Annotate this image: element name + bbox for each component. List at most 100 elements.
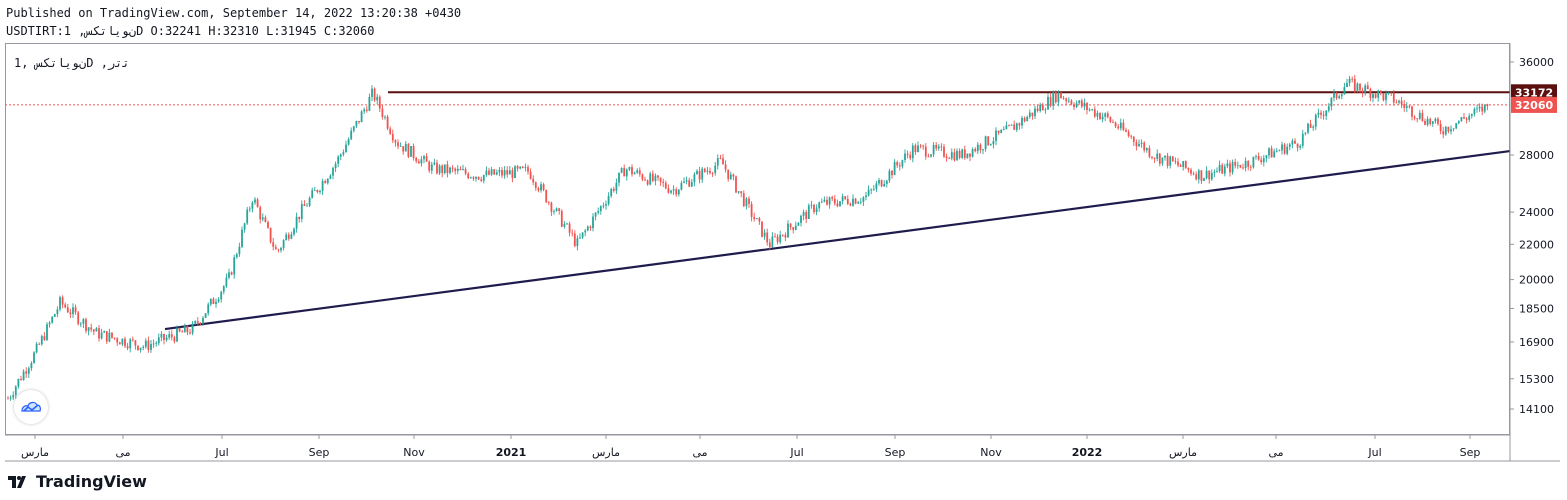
- candle-body: [1374, 94, 1377, 98]
- candle-body: [1130, 135, 1133, 137]
- candle-body: [251, 202, 254, 209]
- candle-body: [404, 143, 407, 152]
- candle-body: [1226, 163, 1229, 167]
- candle-body: [792, 227, 795, 230]
- candle-body: [53, 314, 56, 317]
- candle-body: [555, 208, 558, 212]
- candle-body: [103, 331, 106, 333]
- candle-body: [433, 162, 436, 165]
- candle-body: [313, 190, 316, 191]
- candle-body: [1052, 92, 1055, 106]
- candle-body: [1413, 116, 1416, 119]
- candle-body: [1348, 78, 1351, 83]
- candle-body: [989, 144, 992, 146]
- candle-body: [589, 226, 592, 229]
- candle-body: [1418, 112, 1421, 119]
- candle-body: [672, 189, 675, 191]
- candle-body: [992, 141, 995, 145]
- candle-body: [1296, 143, 1299, 148]
- candle-body: [904, 153, 906, 161]
- candle-body: [212, 298, 215, 304]
- candle-body: [662, 181, 665, 183]
- candle-body: [940, 146, 943, 148]
- candle-body: [566, 223, 568, 225]
- last-price-badge: [1511, 96, 1557, 113]
- candle-body: [267, 222, 269, 228]
- candle-body: [1400, 100, 1403, 105]
- candle-body: [1086, 102, 1088, 110]
- support-trendline[interactable]: [164, 149, 1511, 331]
- candle-body: [657, 175, 659, 178]
- candle-body: [1392, 93, 1395, 103]
- candle-body: [797, 222, 800, 226]
- candle-body: [1314, 114, 1317, 127]
- candle-body: [238, 246, 241, 255]
- candle-body: [1015, 123, 1018, 130]
- candle-body: [1169, 156, 1172, 166]
- candle-body: [1353, 78, 1356, 91]
- candle-body: [584, 230, 587, 233]
- time-tick-label: Nov: [980, 446, 1002, 459]
- candle-body: [1190, 169, 1192, 174]
- candle-body: [948, 158, 951, 159]
- candle-body: [610, 188, 613, 196]
- candle-body: [800, 215, 802, 223]
- candle-body: [152, 343, 155, 345]
- candle-body: [176, 328, 178, 342]
- candle-body: [896, 162, 899, 166]
- candle-body: [958, 150, 961, 158]
- candle-body: [363, 109, 366, 112]
- candle-body: [1026, 116, 1029, 122]
- tradingview-cloud-icon[interactable]: [14, 390, 48, 424]
- candle-body: [688, 180, 691, 187]
- candle-body: [137, 345, 139, 351]
- candle-body: [1338, 96, 1341, 99]
- candle-body: [628, 167, 631, 170]
- candle-body: [126, 346, 129, 349]
- candle-body: [612, 188, 615, 191]
- candle-body: [1122, 122, 1125, 130]
- candle-body: [862, 197, 865, 202]
- candle-body: [1481, 106, 1484, 112]
- candle-body: [290, 234, 293, 239]
- candle-body: [1382, 93, 1385, 101]
- price-tick-label: 15300: [1519, 373, 1554, 386]
- candle-body: [1143, 142, 1146, 151]
- candle-body: [282, 240, 285, 248]
- candle-body: [846, 199, 849, 204]
- time-tick-label: Jul: [789, 446, 803, 459]
- candle-body: [1158, 153, 1161, 164]
- candle-body: [924, 146, 927, 157]
- candle-body: [605, 203, 607, 206]
- candle-body: [1106, 113, 1109, 117]
- candle-body: [732, 174, 735, 177]
- time-tick-label: 2021: [496, 446, 527, 459]
- candle-body: [823, 199, 826, 202]
- candle-body: [865, 195, 867, 198]
- candle-body: [1195, 174, 1198, 180]
- candle-body: [987, 136, 990, 146]
- price-tick-label: 36000: [1519, 56, 1554, 69]
- candle-body: [376, 96, 379, 101]
- time-tick-label: Jul: [1367, 446, 1381, 459]
- candle-body: [883, 184, 886, 187]
- candle-body: [1325, 110, 1328, 116]
- candle-body: [1182, 161, 1185, 167]
- candle-body: [326, 178, 329, 184]
- candle-body: [1322, 114, 1325, 116]
- candle-body: [1028, 112, 1031, 117]
- time-tick-label: ﻣﯽ: [1268, 446, 1283, 459]
- candle-body: [961, 149, 964, 158]
- candle-body: [20, 378, 22, 380]
- candle-body: [1218, 164, 1221, 172]
- candle-body: [269, 227, 272, 243]
- candle-body: [997, 130, 1000, 133]
- candle-body: [909, 154, 912, 159]
- time-tick-label: Jul: [214, 446, 228, 459]
- candle-body: [391, 133, 394, 141]
- price-axis: 36000 28000 24000 22000 20000 18500 16900 15300…: [1509, 43, 1554, 461]
- candle-body: [631, 167, 633, 175]
- candle-body: [1039, 104, 1042, 111]
- candles-layer: [7, 74, 1489, 401]
